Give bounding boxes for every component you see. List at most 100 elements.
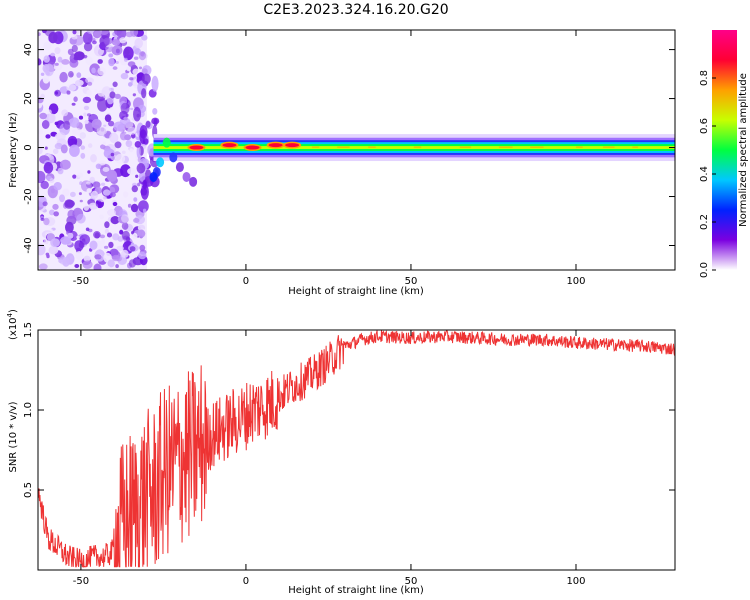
noise-blob [59, 194, 65, 203]
noise-blob [112, 66, 118, 70]
x-tick-label: 50 [405, 576, 418, 587]
noise-blob [141, 68, 148, 75]
snr-line [38, 330, 675, 568]
noise-blob [38, 129, 43, 135]
noise-blob [97, 98, 108, 112]
x-tick-label: -50 [73, 576, 89, 587]
transition-blob [133, 106, 142, 122]
noise-blob [86, 181, 91, 185]
x-tick-label: 0 [243, 576, 249, 587]
noise-blob [76, 235, 80, 239]
noise-blob [46, 254, 50, 259]
snr-panel: -50 0 50 100 0.5 1.0 1.5 Height of straight li… [6, 309, 676, 596]
spectrogram-ylabel: Frequency (Hz) [8, 112, 19, 188]
band-streak [459, 146, 472, 148]
noise-blob [83, 105, 90, 111]
noise-blob [60, 144, 68, 154]
y-tick-label: 1.5 [23, 322, 34, 338]
noise-blob [90, 154, 97, 163]
noise-blob [83, 112, 87, 117]
noise-blob [74, 51, 85, 61]
noise-blob [43, 217, 50, 226]
noise-blob [45, 134, 51, 139]
transition-blob [151, 117, 160, 125]
noise-blob [92, 30, 102, 39]
noise-blob [92, 181, 101, 189]
noise-blob [61, 109, 69, 117]
noise-blob [112, 81, 118, 88]
noise-blob [85, 56, 93, 66]
noise-blob [115, 61, 119, 64]
spectrogram-heatmap [38, 30, 675, 270]
band-streak [413, 146, 422, 148]
noise-blob [38, 263, 48, 270]
noise-blob [110, 216, 120, 225]
noise-blob [59, 71, 68, 83]
signal-feature [162, 137, 171, 148]
noise-blob [66, 90, 71, 95]
noise-blob [86, 89, 92, 96]
spectrogram-frame [37, 29, 676, 271]
noise-blob [38, 147, 43, 155]
noise-blob [124, 57, 128, 62]
noise-blob [78, 242, 85, 249]
y-tick-label: -40 [23, 237, 34, 253]
noise-blob [104, 228, 109, 234]
noise-blob [132, 68, 140, 76]
noise-blob [70, 191, 76, 198]
noise-blob [44, 146, 48, 150]
noise-blob [108, 58, 115, 67]
noise-blob [121, 214, 129, 223]
noise-blob [138, 251, 147, 260]
noise-blob [92, 40, 97, 45]
y-tick-label: 1.0 [23, 402, 34, 418]
noise-blob [82, 260, 93, 269]
noise-blob [63, 120, 71, 130]
noise-blob [67, 232, 74, 239]
noise-blob [44, 63, 54, 77]
transition-blob [136, 163, 146, 174]
noise-blob [142, 208, 147, 213]
noise-blob [60, 159, 71, 170]
noise-blob [116, 245, 124, 252]
noise-blob [103, 245, 109, 249]
transition-blob [145, 120, 151, 128]
noise-blob [54, 62, 59, 66]
peak-core [285, 143, 300, 148]
noise-blob [100, 144, 106, 150]
noise-blob [99, 30, 110, 35]
noise-blob [50, 188, 55, 194]
noise-blob [109, 192, 116, 198]
noise-blob [76, 213, 86, 224]
y-tick-label: 0.5 [23, 482, 34, 498]
noise-blob [50, 52, 56, 57]
noise-blob [129, 148, 134, 153]
noise-blob [69, 117, 80, 128]
band-streak [368, 146, 376, 148]
noise-blob [123, 117, 128, 121]
noise-blob [111, 39, 121, 46]
noise-blob [127, 203, 132, 208]
noise-blob [38, 243, 46, 256]
noise-blob [104, 221, 110, 229]
transition-blob [152, 107, 158, 115]
noise-blob [130, 203, 139, 213]
noise-blob [102, 167, 110, 172]
band-streak [337, 146, 350, 148]
noise-blob [87, 81, 93, 86]
noise-blob [101, 182, 106, 186]
noise-blob [85, 77, 94, 84]
noise-blob [112, 233, 120, 241]
noise-blob [114, 141, 122, 149]
noise-blob [55, 132, 66, 142]
noise-blob [64, 199, 74, 209]
noise-blob [110, 152, 115, 157]
snr-ylabel: SNR (10 * v/v) [8, 401, 19, 472]
noise-blob [107, 259, 115, 268]
noise-blob [121, 222, 129, 230]
noise-blob [108, 120, 115, 127]
figure-title: C2E3.2023.324.16.20.G20 [263, 2, 449, 18]
noise-blob [72, 174, 77, 179]
noise-blob [49, 209, 55, 216]
transition-blob [139, 124, 148, 139]
